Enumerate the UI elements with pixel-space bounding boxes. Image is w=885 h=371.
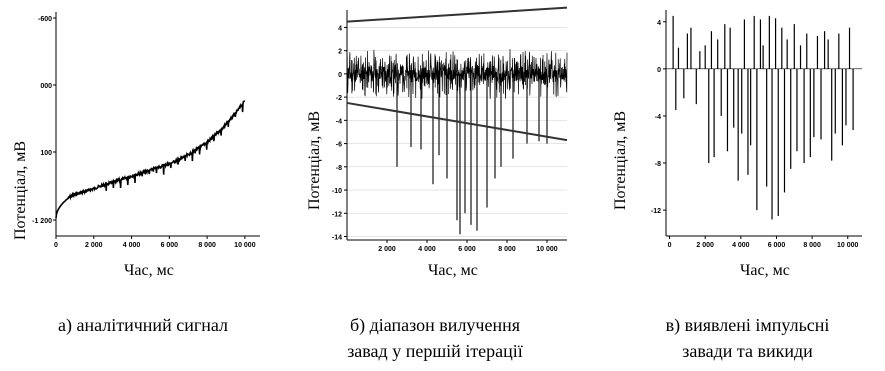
chart-b-xlabel: Час, мс — [428, 262, 478, 279]
chart-panel-b: 4 2 0 -2 -4 -6 -8 -10 -12 -14 2 000 4 000 6 000 8 000… — [290, 0, 590, 371]
y-tick-label: -6 — [336, 142, 342, 149]
x-tick-label: 8 000 — [198, 242, 216, 249]
chart-b-caption: б) діапазон вилучення завад у першій іте… — [310, 312, 560, 364]
chart-b-caption-line2: завад у першій ітерації — [347, 341, 523, 361]
chart-a-ylabel: Потенціал, мВ — [12, 140, 29, 240]
x-tick-label: 10 000 — [234, 242, 256, 249]
signal-line — [55, 100, 246, 219]
chart-panel-c: 4 0 -4 -8 -12 0 2 000 4 000 6 000 8 000 10 000 Пот… — [600, 0, 885, 371]
chart-panel-a: 0 2 000 4 000 6 000 8 000 10 000 -1 200 100 000 -… — [0, 0, 285, 371]
x-tick-label: 2 000 — [378, 246, 396, 253]
x-tick-label: 10 000 — [536, 246, 558, 253]
x-tick-label: 4 000 — [732, 242, 750, 249]
chart-b-ylabel: Потенціал, мВ — [306, 110, 323, 210]
y-tick-label: -8 — [655, 161, 661, 168]
y-tick-label: 100 — [40, 150, 52, 157]
y-tick-label: 4 — [657, 20, 661, 27]
noise-signal — [346, 49, 568, 99]
x-tick-label: 0 — [668, 242, 672, 249]
x-tick-label: 2 000 — [85, 242, 103, 249]
chart-a-xlabel: Час, мс — [124, 262, 174, 279]
x-tick-label: 2 000 — [696, 242, 714, 249]
y-tick-label: -14 — [332, 235, 342, 242]
chart-c-caption-line1: в) виявлені імпульсні — [665, 315, 830, 335]
chart-c-caption: в) виявлені імпульсні завади та викиди — [620, 312, 875, 364]
x-tick-label: 8 000 — [803, 242, 821, 249]
chart-c-ylabel: Потенціал, мВ — [612, 110, 629, 210]
chart-b-plot: 4 2 0 -2 -4 -6 -8 -10 -12 -14 2 000 4 000 6 000 8 000… — [332, 6, 568, 253]
x-tick-label: 6 000 — [458, 246, 476, 253]
chart-c-plot: 4 0 -4 -8 -12 0 2 000 4 000 6 000 8 000 10 000 — [651, 10, 862, 249]
y-tick-label: -4 — [655, 114, 661, 121]
chart-a-caption: а) аналітичний сигнал — [58, 315, 228, 335]
y-tick-label: 0 — [657, 67, 661, 74]
chart-a-plot: 0 2 000 4 000 6 000 8 000 10 000 -1 200 100 000 -… — [32, 12, 260, 249]
y-tick-label: -600 — [38, 16, 52, 23]
upper-bound-line — [346, 6, 568, 23]
y-tick-label: -12 — [651, 208, 661, 215]
y-tick-label: -10 — [332, 188, 342, 195]
x-tick-label: 6 000 — [768, 242, 786, 249]
y-tick-label: -2 — [336, 95, 342, 102]
x-tick-label: 4 000 — [123, 242, 141, 249]
y-tick-label: 2 — [338, 49, 342, 56]
x-tick-label: 8 000 — [498, 246, 516, 253]
x-tick-label: 10 000 — [837, 242, 859, 249]
chart-b-caption-line1: б) діапазон вилучення — [349, 315, 521, 335]
x-tick-label: 0 — [54, 242, 58, 249]
chart-c-caption-line2: завади та викиди — [682, 341, 813, 361]
y-tick-label: -1 200 — [32, 218, 52, 225]
y-tick-label: 0 — [338, 72, 342, 79]
y-tick-label: -8 — [336, 165, 342, 172]
x-tick-label: 6 000 — [161, 242, 179, 249]
lower-bound-line — [346, 101, 568, 142]
y-tick-label: -4 — [336, 118, 342, 125]
y-tick-label: 000 — [40, 83, 52, 90]
y-tick-label: 4 — [338, 25, 342, 32]
chart-c-xlabel: Час, мс — [740, 262, 790, 279]
y-tick-label: -12 — [332, 211, 342, 218]
x-tick-label: 4 000 — [418, 246, 436, 253]
